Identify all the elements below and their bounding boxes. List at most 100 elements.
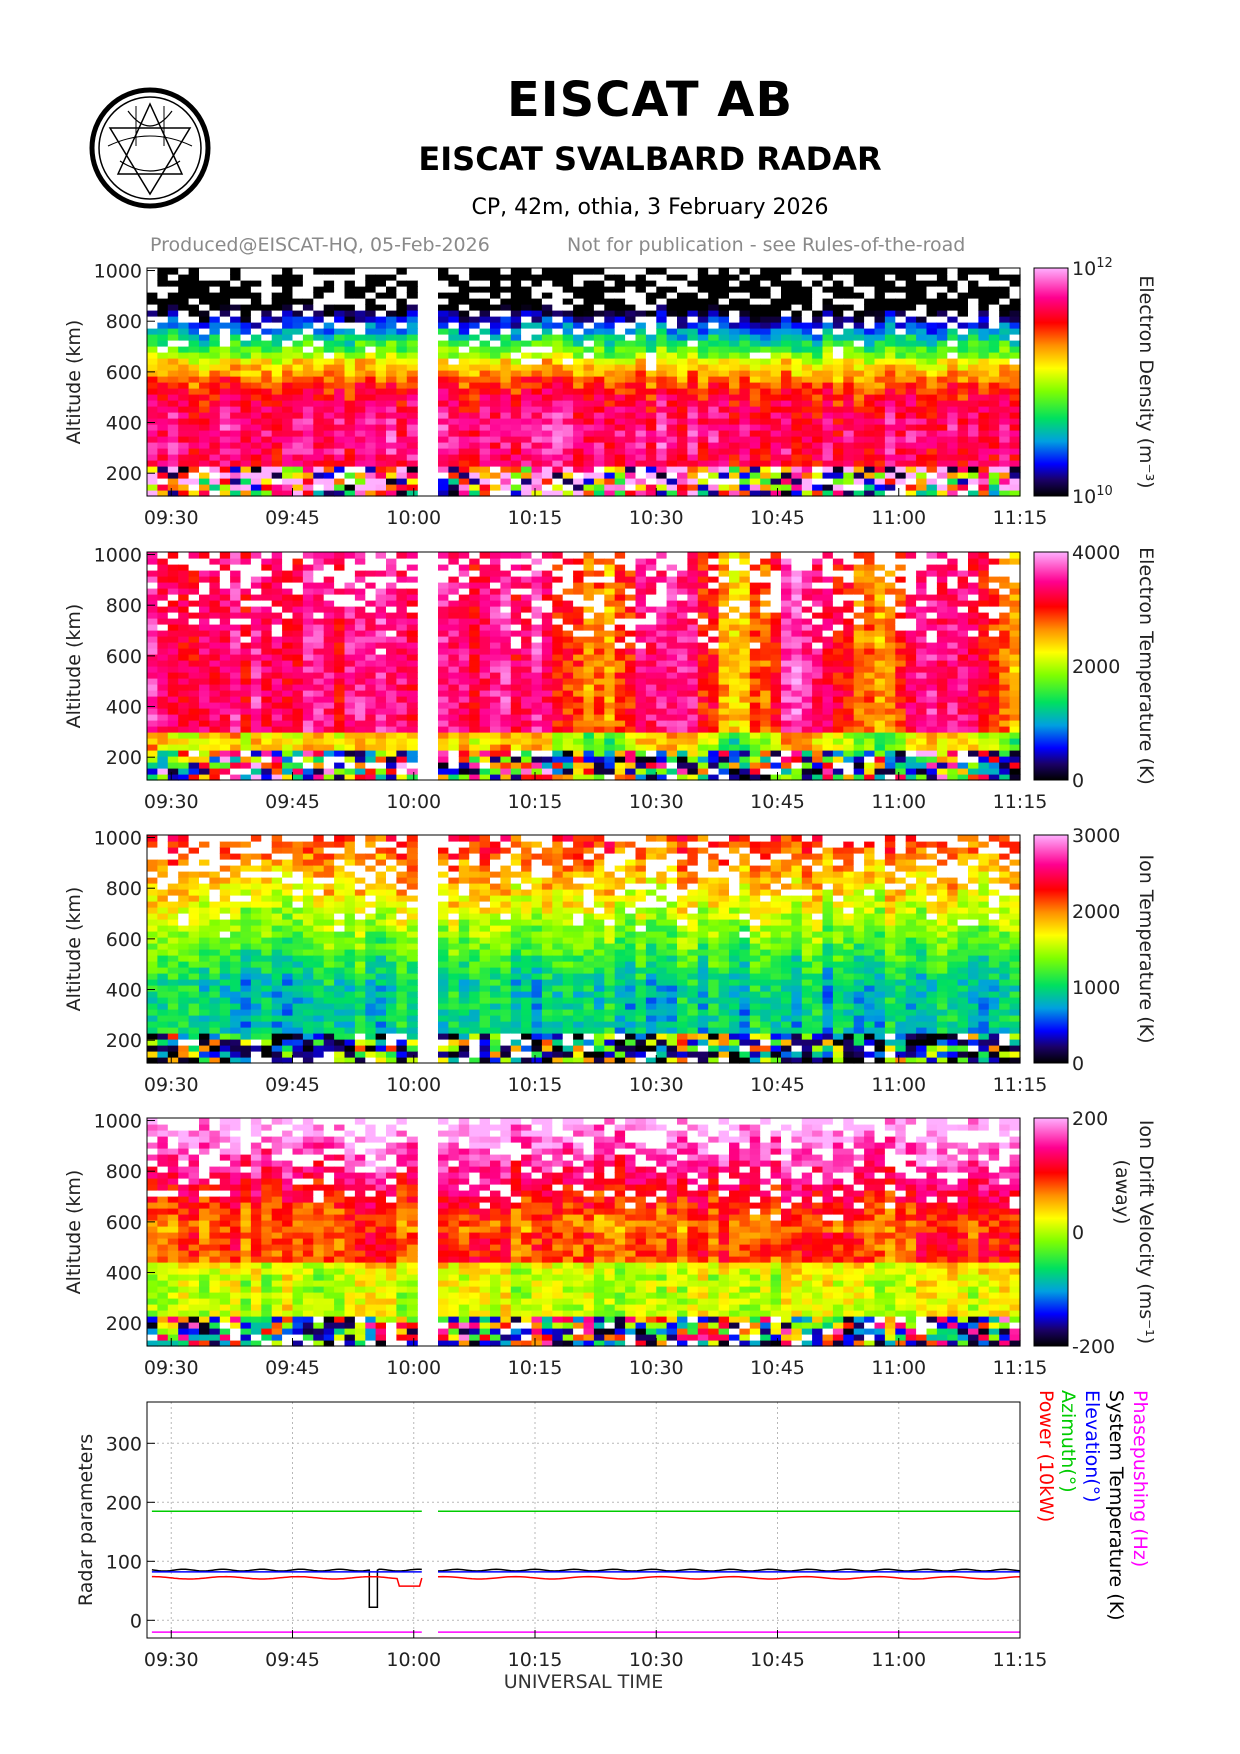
heatmap-cell — [718, 436, 730, 443]
heatmap-cell — [458, 478, 470, 485]
heatmap-cell — [625, 316, 637, 323]
heatmap-cell — [302, 448, 314, 455]
heatmap-cell — [365, 564, 377, 571]
heatmap-cell — [178, 340, 190, 347]
heatmap-cell — [749, 298, 761, 305]
heatmap-cell — [573, 744, 585, 751]
heatmap-cell — [656, 732, 668, 739]
heatmap-cell — [926, 304, 938, 311]
heatmap-cell — [354, 660, 366, 667]
heatmap-cell — [209, 460, 221, 467]
heatmap-cell — [261, 286, 273, 293]
heatmap-cell — [645, 750, 657, 757]
heatmap-cell — [645, 430, 657, 437]
heatmap-cell — [448, 696, 460, 703]
heatmap-cell — [354, 606, 366, 613]
heatmap-cell — [552, 280, 564, 287]
heatmap-cell — [562, 696, 574, 703]
heatmap-cell — [375, 292, 387, 299]
heatmap-cell — [448, 328, 460, 335]
heatmap-cell — [656, 636, 668, 643]
heatmap-cell — [323, 328, 335, 335]
heatmap-cell — [448, 708, 460, 715]
heatmap-cell — [323, 460, 335, 467]
heatmap-cell — [157, 298, 169, 305]
heatmap-cell — [552, 666, 564, 673]
heatmap-cell — [593, 364, 605, 371]
heatmap-cell — [188, 750, 200, 757]
heatmap-cell — [282, 774, 294, 781]
heatmap-cell — [656, 340, 668, 347]
heatmap-cell — [240, 334, 252, 341]
heatmap-cell — [396, 394, 408, 401]
heatmap-cell — [386, 268, 397, 275]
heatmap-cell — [905, 454, 917, 461]
heatmap-cell — [593, 648, 605, 655]
heatmap-cell — [583, 558, 595, 565]
heatmap-cell — [323, 274, 335, 281]
heatmap-cell — [313, 738, 325, 745]
heatmap-cell — [541, 268, 553, 275]
heatmap-cell — [500, 304, 512, 311]
heatmap-cell — [531, 286, 543, 293]
heatmap-cell — [250, 630, 262, 637]
heatmap-cell — [521, 774, 533, 781]
heatmap-cell — [843, 466, 855, 473]
heatmap-cell — [386, 448, 397, 455]
heatmap-cell — [396, 552, 408, 559]
heatmap-cell — [905, 292, 917, 299]
heatmap-cell — [313, 418, 325, 425]
heatmap-cell — [344, 310, 356, 317]
heatmap-cell — [926, 316, 938, 323]
heatmap-cell — [386, 696, 397, 703]
heatmap-cell — [147, 702, 158, 709]
heatmap-cell — [219, 406, 231, 413]
heatmap-cell — [853, 454, 865, 461]
heatmap-cell — [438, 424, 449, 431]
heatmap-cell — [167, 430, 179, 437]
heatmap-cell — [406, 618, 418, 625]
heatmap-cell — [230, 448, 242, 455]
heatmap-cell — [593, 576, 605, 583]
heatmap-cell — [500, 582, 512, 589]
heatmap-cell — [791, 460, 803, 467]
heatmap-cell — [521, 436, 533, 443]
heatmap-cell — [292, 454, 304, 461]
heatmap-cell — [365, 334, 377, 341]
heatmap-cell — [375, 678, 387, 685]
heatmap-cell — [905, 388, 917, 395]
heatmap-cell — [490, 310, 501, 317]
heatmap-cell — [552, 316, 564, 323]
heatmap-cell — [469, 750, 481, 757]
heatmap-cell — [469, 618, 481, 625]
heatmap-cell — [438, 588, 449, 595]
heatmap-cell — [199, 274, 210, 281]
heatmap-cell — [219, 702, 231, 709]
heatmap-cell — [760, 394, 772, 401]
heatmap-cell — [469, 298, 481, 305]
heatmap-cell — [292, 774, 304, 781]
heatmap-cell — [167, 340, 179, 347]
heatmap-cell — [884, 310, 896, 317]
heatmap-cell — [718, 484, 730, 491]
heatmap-cell — [178, 576, 190, 583]
heatmap-cell — [801, 478, 813, 485]
heatmap-cell — [832, 280, 844, 287]
heatmap-cell — [250, 274, 262, 281]
heatmap-cell — [167, 394, 179, 401]
heatmap-cell — [282, 448, 294, 455]
heatmap-cell — [604, 612, 616, 619]
heatmap-cell — [781, 274, 792, 281]
heatmap-cell — [968, 274, 979, 281]
heatmap-cell — [458, 292, 470, 299]
heatmap-cell — [209, 570, 221, 577]
heatmap-cell — [531, 732, 543, 739]
heatmap-cell — [978, 346, 990, 353]
heatmap-cell — [479, 714, 491, 721]
heatmap-cell — [479, 454, 491, 461]
heatmap-cell — [479, 268, 491, 275]
heatmap-cell — [490, 672, 501, 679]
heatmap-cell — [469, 268, 481, 275]
heatmap-cell — [490, 388, 501, 395]
